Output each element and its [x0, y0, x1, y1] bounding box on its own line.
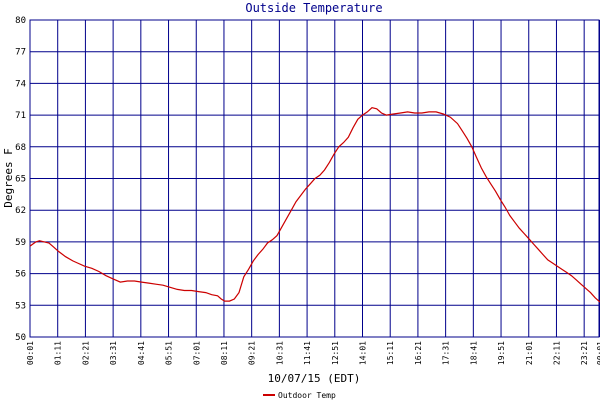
x-tick-label: 11:41	[303, 341, 312, 365]
x-tick-label: 01:11	[54, 341, 63, 365]
y-tick-label: 80	[15, 16, 26, 26]
y-tick-label: 71	[15, 111, 26, 121]
x-tick-label: 21:01	[525, 341, 534, 365]
x-tick-label: 07:01	[192, 341, 201, 365]
y-tick-label: 74	[15, 79, 26, 89]
legend-label-outdoor-temp: Outdoor Temp	[278, 391, 336, 400]
legend: Outdoor Temp	[263, 391, 336, 400]
y-tick-label: 50	[15, 333, 26, 343]
x-tick-label: 10:31	[275, 341, 284, 365]
outdoor-temp-line	[29, 107, 600, 303]
x-tick-label: 09:21	[248, 341, 257, 365]
y-tick-label: 53	[15, 301, 26, 311]
x-tick-label: 17:31	[442, 341, 451, 365]
y-tick-label: 56	[15, 270, 26, 280]
x-tick-label: 22:11	[552, 341, 561, 365]
plot-frame	[29, 19, 600, 338]
y-axis-ticks: 50 53 56 59 62 65 68 71 74 77 80	[15, 16, 26, 343]
y-tick-label: 65	[15, 175, 26, 185]
x-tick-label: 00:01	[596, 341, 600, 365]
x-tick-label: 23:21	[580, 341, 589, 365]
y-axis-label: Degrees F	[2, 148, 15, 208]
x-tick-label: 03:31	[109, 341, 118, 365]
y-tick-label: 62	[15, 206, 26, 216]
y-tick-label: 59	[15, 238, 26, 248]
x-tick-label: 00:01	[26, 341, 35, 365]
chart-title: Outside Temperature	[245, 1, 382, 15]
x-tick-label: 02:21	[81, 341, 90, 365]
x-axis-ticks: 00:01 01:11 02:21 03:31 04:41 05:51 07:01 08:11…	[26, 341, 600, 365]
x-tick-label: 14:01	[359, 341, 368, 365]
x-tick-label: 18:41	[469, 341, 478, 365]
x-tick-label: 19:51	[497, 341, 506, 365]
y-tick-label: 68	[15, 143, 26, 153]
x-tick-label: 12:51	[331, 341, 340, 365]
x-tick-label: 05:51	[165, 341, 174, 365]
x-tick-label: 15:11	[386, 341, 395, 365]
x-tick-label: 04:41	[137, 341, 146, 365]
x-tick-label: 08:11	[220, 341, 229, 365]
x-axis-label: 10/07/15 (EDT)	[268, 372, 361, 385]
y-tick-label: 77	[15, 48, 26, 58]
x-tick-label: 16:21	[414, 341, 423, 365]
